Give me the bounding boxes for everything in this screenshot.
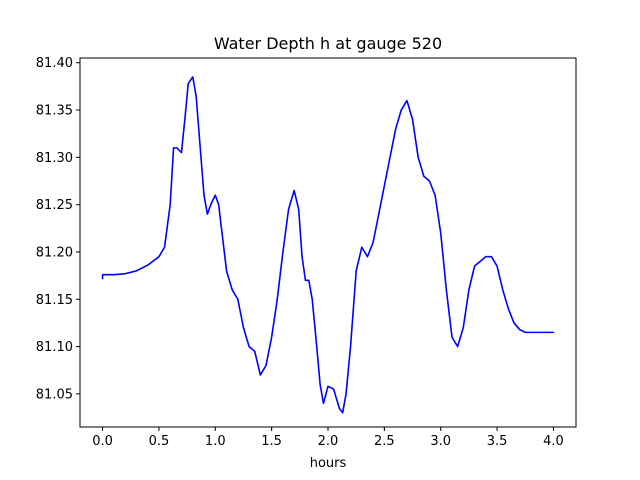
x-tick-label: 4.0 [543, 434, 564, 449]
x-axis: 0.0 0.5 1.0 1.5 2.0 2.5 3.0 3.5 4.0 [92, 427, 564, 449]
x-tick-label: 0.0 [92, 434, 113, 449]
y-tick-label: 81.35 [36, 104, 73, 119]
y-tick-label: 81.05 [36, 387, 73, 402]
x-tick-label: 2.0 [318, 434, 339, 449]
y-tick-label: 81.40 [36, 56, 73, 71]
y-tick-label: 81.15 [36, 293, 73, 308]
x-tick-label: 1.0 [205, 434, 226, 449]
y-tick-label: 81.20 [36, 245, 73, 260]
y-axis: 81.05 81.10 81.15 81.20 81.25 81.30 81.35 81.40 [36, 56, 80, 402]
x-tick-label: 1.5 [261, 434, 282, 449]
y-tick-label: 81.30 [36, 151, 73, 166]
x-tick-label: 2.5 [374, 434, 395, 449]
y-tick-label: 81.25 [36, 198, 73, 213]
series-line-0 [101, 76, 555, 414]
x-tick-label: 3.5 [487, 434, 508, 449]
y-tick-label: 81.10 [36, 340, 73, 355]
x-tick-label: 3.0 [430, 434, 451, 449]
x-tick-label: 0.5 [149, 434, 170, 449]
x-axis-label: hours [310, 456, 347, 471]
chart-title: Water Depth h at gauge 520 [214, 34, 442, 53]
